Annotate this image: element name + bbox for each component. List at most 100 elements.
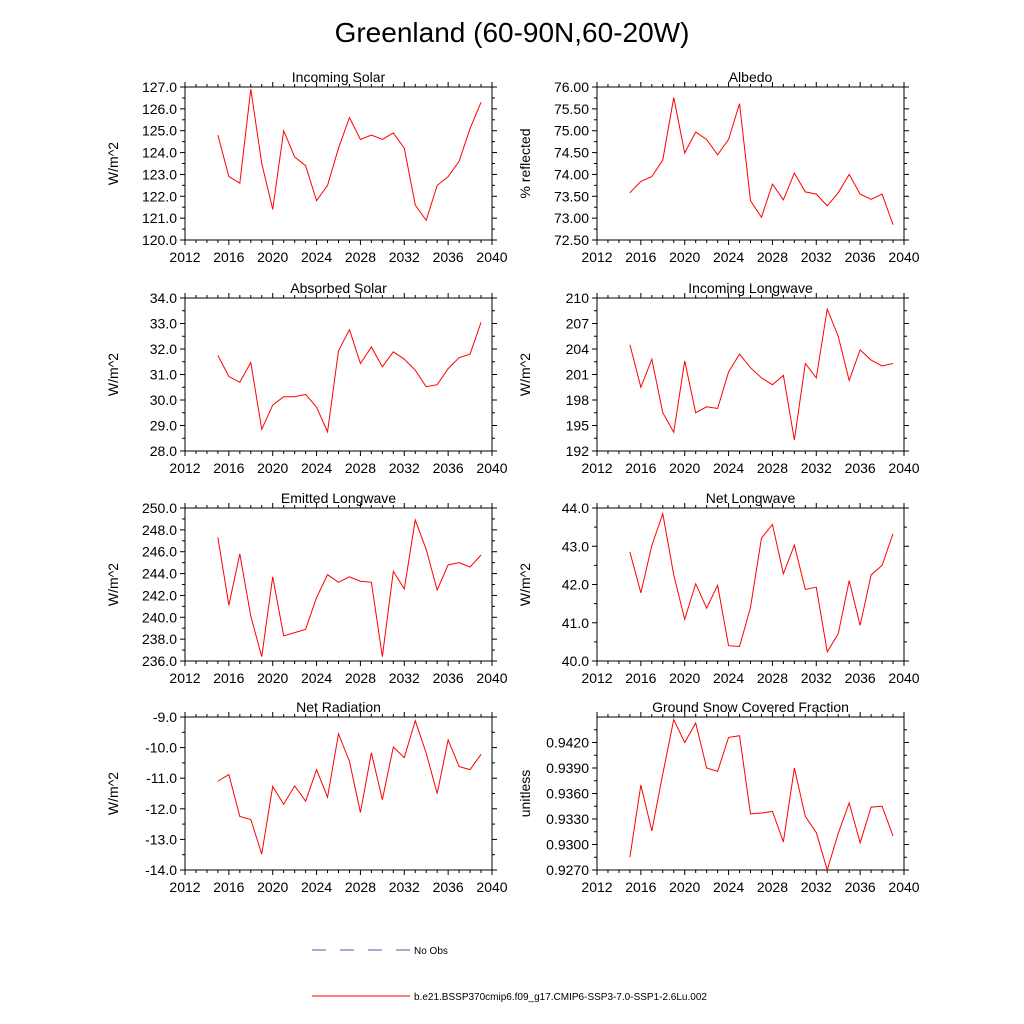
x-tick-label: 2036 — [845, 249, 876, 265]
plot-frame — [184, 716, 493, 871]
x-tick-label: 2024 — [713, 670, 744, 686]
legend-label-no-obs: No Obs — [414, 946, 448, 957]
y-tick-label: 192 — [566, 443, 590, 459]
plot-frame — [184, 86, 493, 241]
x-tick-label: 2036 — [845, 879, 876, 895]
y-tick-label: 73.00 — [554, 210, 589, 226]
y-tick-label: 207 — [566, 316, 590, 332]
data-line-emitted-longwave — [217, 518, 482, 657]
y-tick-label: -11.0 — [146, 770, 177, 786]
y-tick-label: 0.9360 — [546, 786, 589, 802]
y-tick-label: 127.0 — [142, 79, 177, 95]
x-tick-label: 2016 — [625, 460, 656, 476]
panel-net-radiation: Net Radiation W/m^2 2012 2016 2020 2024 2028 20… — [105, 699, 508, 895]
x-tick-label: 2016 — [213, 670, 244, 686]
y-tick-label: 43.0 — [562, 538, 589, 554]
y-tick-label: 34.0 — [150, 290, 177, 306]
panel-title: Emitted Longwave — [281, 490, 396, 506]
x-tick-label: 2040 — [476, 879, 507, 895]
x-tick-label: 2016 — [625, 249, 656, 265]
legend-entry-no-obs: No Obs — [312, 946, 448, 957]
x-tick-label: 2036 — [433, 879, 464, 895]
x-tick-label: 2024 — [713, 879, 744, 895]
y-tick-label: -9.0 — [153, 709, 177, 725]
panel-albedo: Albedo % reflected 2012 2016 2020 2024 2028 203… — [517, 69, 920, 265]
panel-title: Absorbed Solar — [290, 280, 387, 296]
y-tick-label: 31.0 — [150, 367, 177, 383]
y-axis-label: W/m^2 — [517, 353, 533, 396]
x-tick-label: 2036 — [433, 249, 464, 265]
y-tick-label: 0.9390 — [546, 760, 589, 776]
y-tick-label: 195 — [566, 418, 590, 434]
x-tick-label: 2028 — [345, 879, 376, 895]
x-tick-label: 2016 — [213, 249, 244, 265]
y-tick-label: 0.9420 — [546, 735, 589, 751]
y-tick-label: 75.00 — [554, 123, 589, 139]
x-tick-label: 2036 — [433, 460, 464, 476]
y-tick-label: 28.0 — [150, 443, 177, 459]
panel-title: Albedo — [729, 69, 773, 85]
y-tick-label: -12.0 — [145, 801, 177, 817]
y-tick-label: 125.0 — [142, 123, 177, 139]
y-tick-label: 244.0 — [142, 566, 177, 582]
y-axis-label: % reflected — [517, 128, 533, 198]
x-tick-label: 2020 — [669, 249, 700, 265]
x-tick-label: 2028 — [757, 670, 788, 686]
x-tick-label: 2012 — [581, 460, 612, 476]
y-tick-label: 238.0 — [142, 631, 177, 647]
y-tick-label: 121.0 — [142, 210, 177, 226]
x-tick-label: 2028 — [757, 879, 788, 895]
x-tick-label: 2016 — [625, 670, 656, 686]
x-tick-label: 2020 — [257, 460, 288, 476]
y-tick-label: 126.0 — [142, 101, 177, 117]
y-tick-label: 29.0 — [150, 418, 177, 434]
y-tick-label: 76.00 — [554, 79, 589, 95]
y-tick-label: 124.0 — [142, 145, 177, 161]
legend-label-model-run: b.e21.BSSP370cmip6.f09_g17.CMIP6-SSP3-7.… — [414, 992, 707, 1003]
y-tick-label: -13.0 — [145, 831, 177, 847]
x-tick-label: 2036 — [845, 460, 876, 476]
x-tick-label: 2032 — [389, 460, 420, 476]
y-tick-label: 123.0 — [142, 166, 177, 182]
x-tick-label: 2040 — [888, 879, 919, 895]
x-tick-label: 2020 — [669, 460, 700, 476]
y-tick-label: 248.0 — [142, 522, 177, 538]
x-tick-label: 2012 — [581, 670, 612, 686]
data-line-net-radiation — [217, 719, 482, 855]
x-tick-label: 2032 — [801, 670, 832, 686]
legend-entry-model-run: b.e21.BSSP370cmip6.f09_g17.CMIP6-SSP3-7.… — [312, 992, 707, 1003]
x-tick-label: 2040 — [888, 460, 919, 476]
x-tick-label: 2036 — [845, 670, 876, 686]
plot-frame — [596, 297, 905, 452]
panel-absorbed-solar: Absorbed Solar W/m^2 2012 2016 2020 2024 2028 2… — [105, 280, 508, 476]
x-tick-label: 2016 — [213, 460, 244, 476]
x-tick-label: 2016 — [213, 879, 244, 895]
y-axis-label: W/m^2 — [105, 142, 121, 185]
legend: No Obs b.e21.BSSP370cmip6.f09_g17.CMIP6-… — [312, 946, 707, 1003]
x-tick-label: 2028 — [345, 670, 376, 686]
x-tick-label: 2016 — [625, 879, 656, 895]
x-tick-label: 2028 — [757, 249, 788, 265]
y-tick-label: 250.0 — [142, 500, 177, 516]
x-tick-label: 2012 — [581, 879, 612, 895]
x-tick-label: 2032 — [801, 879, 832, 895]
x-tick-label: 2012 — [169, 249, 200, 265]
panel-title: Incoming Solar — [292, 69, 386, 85]
x-tick-label: 2040 — [888, 670, 919, 686]
x-tick-label: 2012 — [169, 670, 200, 686]
plot-frame — [596, 86, 905, 241]
panel-emitted-longwave: Emitted Longwave W/m^2 2012 2016 2020 2024 202… — [105, 490, 508, 686]
y-tick-label: 72.50 — [554, 232, 589, 248]
x-tick-label: 2028 — [345, 249, 376, 265]
x-tick-label: 2020 — [669, 879, 700, 895]
y-tick-label: 30.0 — [150, 392, 177, 408]
y-tick-label: 33.0 — [150, 316, 177, 332]
panel-title: Net Longwave — [706, 490, 796, 506]
x-tick-label: 2040 — [476, 460, 507, 476]
x-tick-label: 2020 — [257, 670, 288, 686]
data-line-albedo — [629, 97, 894, 225]
y-tick-label: 201 — [566, 367, 590, 383]
panel-title: Ground Snow Covered Fraction — [652, 699, 849, 715]
x-tick-label: 2012 — [169, 460, 200, 476]
